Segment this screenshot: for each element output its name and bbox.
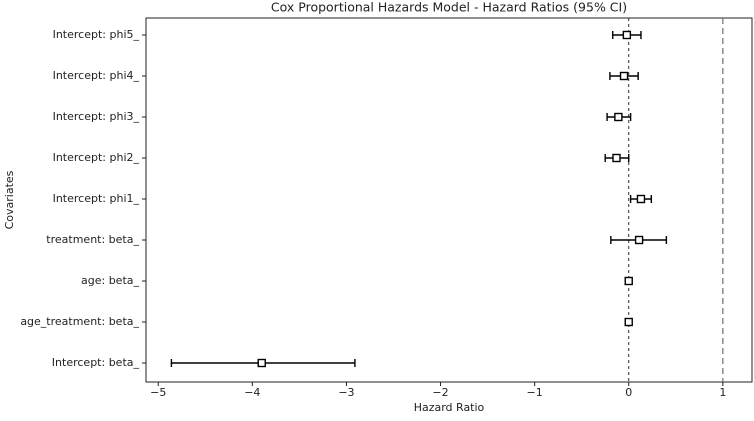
point-estimate	[634, 235, 644, 245]
x-tick-label: −1	[527, 386, 543, 399]
chart-title: Cox Proportional Hazards Model - Hazard …	[271, 0, 627, 15]
y-tick-label: Intercept: phi1_	[53, 192, 140, 205]
y-tick-label: age: beta_	[81, 274, 139, 287]
y-axis-label: Covariates	[3, 170, 16, 229]
point-estimate	[614, 112, 623, 122]
point-estimate	[619, 71, 629, 81]
x-tick-label: 1	[719, 386, 726, 399]
point-estimate	[622, 30, 632, 40]
point-estimate	[612, 153, 621, 163]
x-tick-label: −3	[338, 386, 354, 399]
point-estimate	[257, 358, 266, 368]
y-tick-label: Intercept: beta_	[52, 356, 140, 369]
y-tick-label: treatment: beta_	[46, 233, 139, 246]
x-tick-label: −4	[244, 386, 260, 399]
y-tick-label: age_treatment: beta_	[20, 315, 139, 328]
y-tick-label: Intercept: phi5_	[53, 28, 140, 41]
point-estimate	[636, 194, 646, 204]
x-tick-label: −2	[432, 386, 448, 399]
y-tick-label: Intercept: phi3_	[53, 110, 140, 123]
y-tick-label: Intercept: phi4_	[53, 69, 140, 82]
y-tick-label: Intercept: phi2_	[53, 151, 140, 164]
plot-frame	[145, 17, 753, 383]
point-estimate	[624, 276, 633, 286]
x-tick-label: −5	[150, 386, 166, 399]
point-estimate	[624, 317, 633, 327]
x-tick-label: 0	[625, 386, 632, 399]
x-axis-label: Hazard Ratio	[414, 401, 485, 414]
